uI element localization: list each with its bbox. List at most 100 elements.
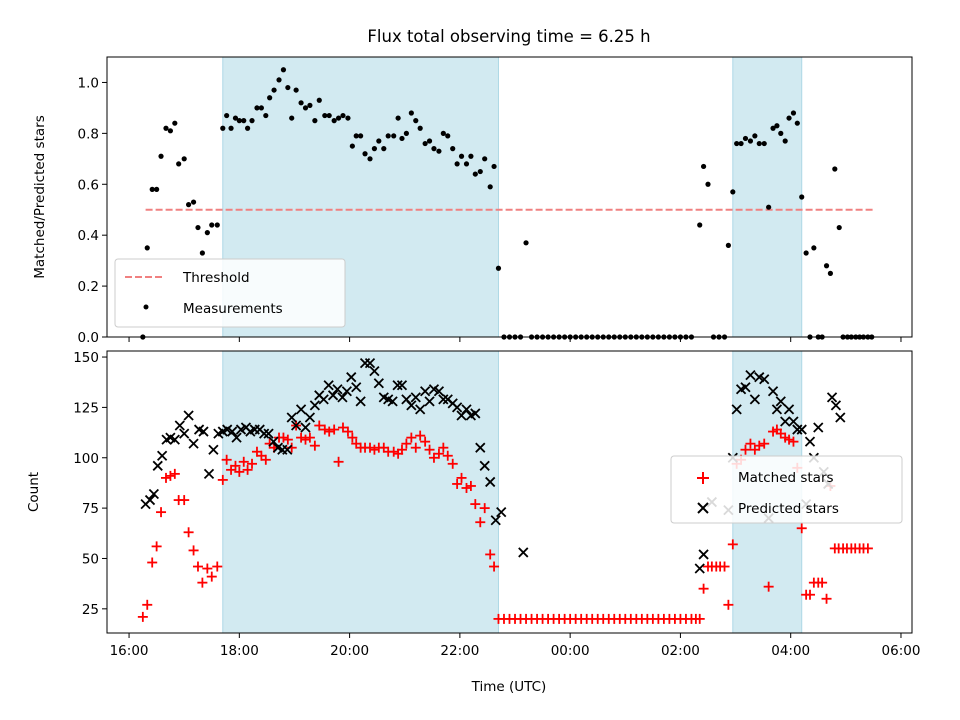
measurement-point xyxy=(267,95,273,101)
matched-point xyxy=(324,426,335,437)
matched-point xyxy=(365,442,376,453)
x-tick-label: 04:00 xyxy=(771,643,810,659)
matched-point xyxy=(745,438,756,449)
legend: Matched stars Predicted stars xyxy=(670,455,903,524)
matched-point xyxy=(406,432,417,443)
legend-box xyxy=(114,258,346,328)
predicted-point xyxy=(767,386,779,397)
measurement-point xyxy=(752,133,758,139)
predicted-point xyxy=(179,428,190,439)
measurement-point xyxy=(367,156,373,162)
matched-point xyxy=(438,442,449,453)
matched-point xyxy=(347,432,358,443)
y-tick-label: 0.8 xyxy=(78,126,99,142)
measurement-point xyxy=(786,115,792,121)
measurement-point xyxy=(154,186,160,192)
matched-point xyxy=(396,444,407,455)
predicted-point xyxy=(227,426,238,437)
predicted-point xyxy=(759,374,770,385)
predicted-point xyxy=(263,428,274,439)
matched-point xyxy=(234,466,245,477)
measurement-point xyxy=(224,112,230,119)
matched-point xyxy=(314,420,325,431)
y-tick-label: 125 xyxy=(73,400,99,416)
measurement-point xyxy=(285,84,291,91)
measurement-point xyxy=(289,115,295,121)
predicted-point xyxy=(304,412,316,423)
matched-point xyxy=(304,432,315,443)
predicted-point xyxy=(745,370,756,381)
measurement-point xyxy=(523,240,529,246)
predicted-point xyxy=(309,400,321,411)
predicted-star-points xyxy=(140,357,846,574)
predicted-point xyxy=(327,390,339,401)
matched-legend-swatch xyxy=(697,472,709,484)
predicted-point xyxy=(148,488,160,500)
measurement-point xyxy=(190,199,197,205)
measurement-point xyxy=(263,112,269,119)
matched-point xyxy=(727,539,738,550)
predicted-point xyxy=(208,444,219,455)
predicted-point xyxy=(198,426,209,437)
measurement-point xyxy=(440,130,446,136)
predicted-point xyxy=(351,382,362,393)
predicted-point xyxy=(485,476,496,488)
matched-point xyxy=(698,583,709,594)
predicted-point xyxy=(424,396,435,407)
measurement-point xyxy=(395,115,401,121)
measurement-point xyxy=(298,100,304,106)
matched-point xyxy=(169,468,180,479)
predicted-point xyxy=(771,404,783,415)
measurement-point xyxy=(316,97,322,103)
y-tick-label: 50 xyxy=(82,551,99,567)
measurement-point xyxy=(254,105,260,111)
measurement-point xyxy=(322,112,328,119)
predicted-point xyxy=(496,507,507,518)
measurement-point xyxy=(832,166,838,172)
observing-window xyxy=(222,350,499,634)
measurement-point xyxy=(487,184,493,190)
legend-label-measurements: Measurements xyxy=(183,301,283,317)
y-tick-label: 0.6 xyxy=(78,177,99,193)
y-tick-label: 75 xyxy=(82,501,99,517)
predicted-point xyxy=(740,382,751,393)
matched-point xyxy=(206,571,217,582)
y-tick-label: 0.4 xyxy=(78,228,99,244)
y-axis-ticks: 0.0 0.2 0.4 0.6 0.8 1.0 xyxy=(78,75,107,346)
predicted-point xyxy=(415,404,426,415)
measurement-point xyxy=(381,146,387,152)
measurement-point xyxy=(391,133,397,139)
legend-label-threshold: Threshold xyxy=(182,270,250,286)
matched-point xyxy=(247,458,258,469)
matched-point xyxy=(433,448,444,459)
measurement-point xyxy=(431,146,437,152)
measurement-point xyxy=(271,87,277,93)
measurement-point xyxy=(782,138,788,144)
measurement-point xyxy=(742,135,749,142)
matched-point xyxy=(329,424,340,435)
matched-point xyxy=(804,589,815,600)
predicted-point xyxy=(341,386,352,397)
measurement-point xyxy=(276,77,282,83)
predicted-point xyxy=(406,400,417,411)
measurement-point xyxy=(176,161,182,167)
measurement-point xyxy=(399,135,405,142)
measurement-point xyxy=(167,128,174,134)
predicted-point xyxy=(282,444,293,455)
matched-point xyxy=(475,517,486,528)
predicted-point xyxy=(438,394,449,405)
measurement-point xyxy=(358,133,364,139)
matched-point xyxy=(763,581,774,592)
measurement-point xyxy=(761,140,767,147)
measurement-point xyxy=(158,153,164,159)
measurement-point xyxy=(458,153,465,159)
y-axis-label: Count xyxy=(26,472,42,512)
predicted-point xyxy=(518,547,529,558)
matched-point xyxy=(410,442,421,453)
measurement-point xyxy=(280,67,287,73)
predicted-point xyxy=(300,422,311,433)
matched-point xyxy=(784,434,795,445)
measurement-point xyxy=(482,156,488,162)
x-axis-ticks: 16:00 18:00 20:00 22:00 00:00 02:00 04:00 06:00 xyxy=(110,633,920,659)
y-axis-label: Matched/Predicted stars xyxy=(32,115,48,278)
